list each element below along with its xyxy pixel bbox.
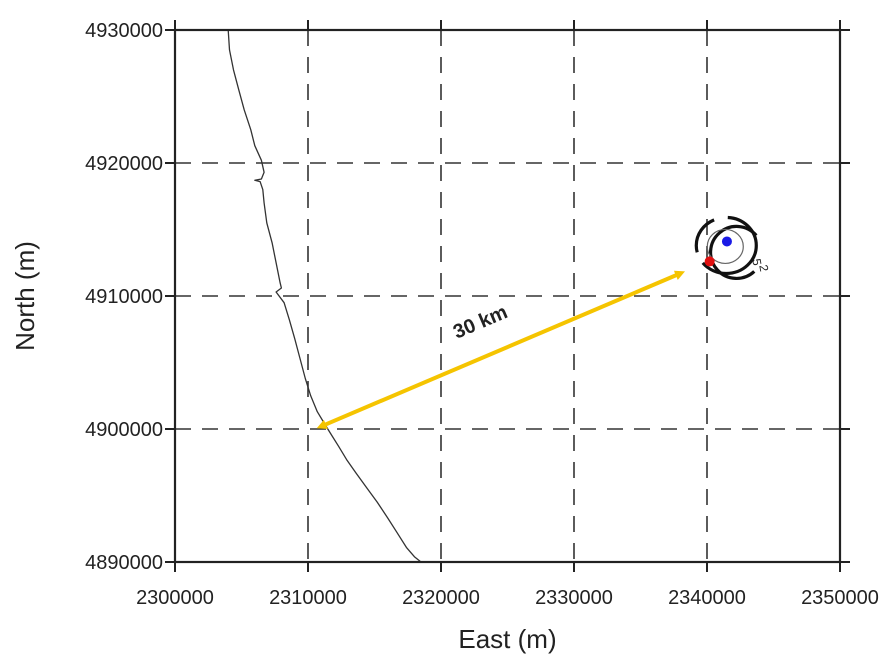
x-axis-title: East (m) [458, 624, 556, 654]
y-tick-label: 4900000 [85, 419, 163, 441]
x-tick-label: 2350000 [801, 587, 879, 609]
x-tick-label: 2300000 [136, 587, 214, 609]
points-layer [704, 236, 732, 267]
coastline-layer [227, 29, 422, 563]
distance-label: 30 km [450, 301, 511, 343]
y-tick-label: 4890000 [85, 552, 163, 574]
tick-labels-layer: 2300000 2310000 2320000 2330000 2340000 23500… [85, 20, 879, 609]
contour-layer: 52 [694, 215, 771, 280]
y-tick-label: 4920000 [85, 153, 163, 175]
grid-lines [175, 30, 840, 562]
coastline [227, 29, 422, 563]
x-tick-label: 2310000 [269, 587, 347, 609]
y-tick-label: 4930000 [85, 20, 163, 42]
distance-arrow [316, 270, 686, 429]
contour-label: 2 [756, 264, 771, 273]
y-axis-title: North (m) [10, 241, 40, 351]
contour-ring-outer [694, 215, 758, 276]
x-tick-label: 2330000 [535, 587, 613, 609]
contour-ring-inner [706, 228, 744, 265]
y-tick-label: 4910000 [85, 286, 163, 308]
data-point [704, 256, 715, 267]
contour-label: 5 [749, 258, 764, 267]
contour-ring-mid [709, 224, 758, 280]
x-tick-label: 2340000 [668, 587, 746, 609]
ticks-layer [165, 20, 850, 572]
data-point [721, 236, 732, 247]
x-tick-label: 2320000 [402, 587, 480, 609]
